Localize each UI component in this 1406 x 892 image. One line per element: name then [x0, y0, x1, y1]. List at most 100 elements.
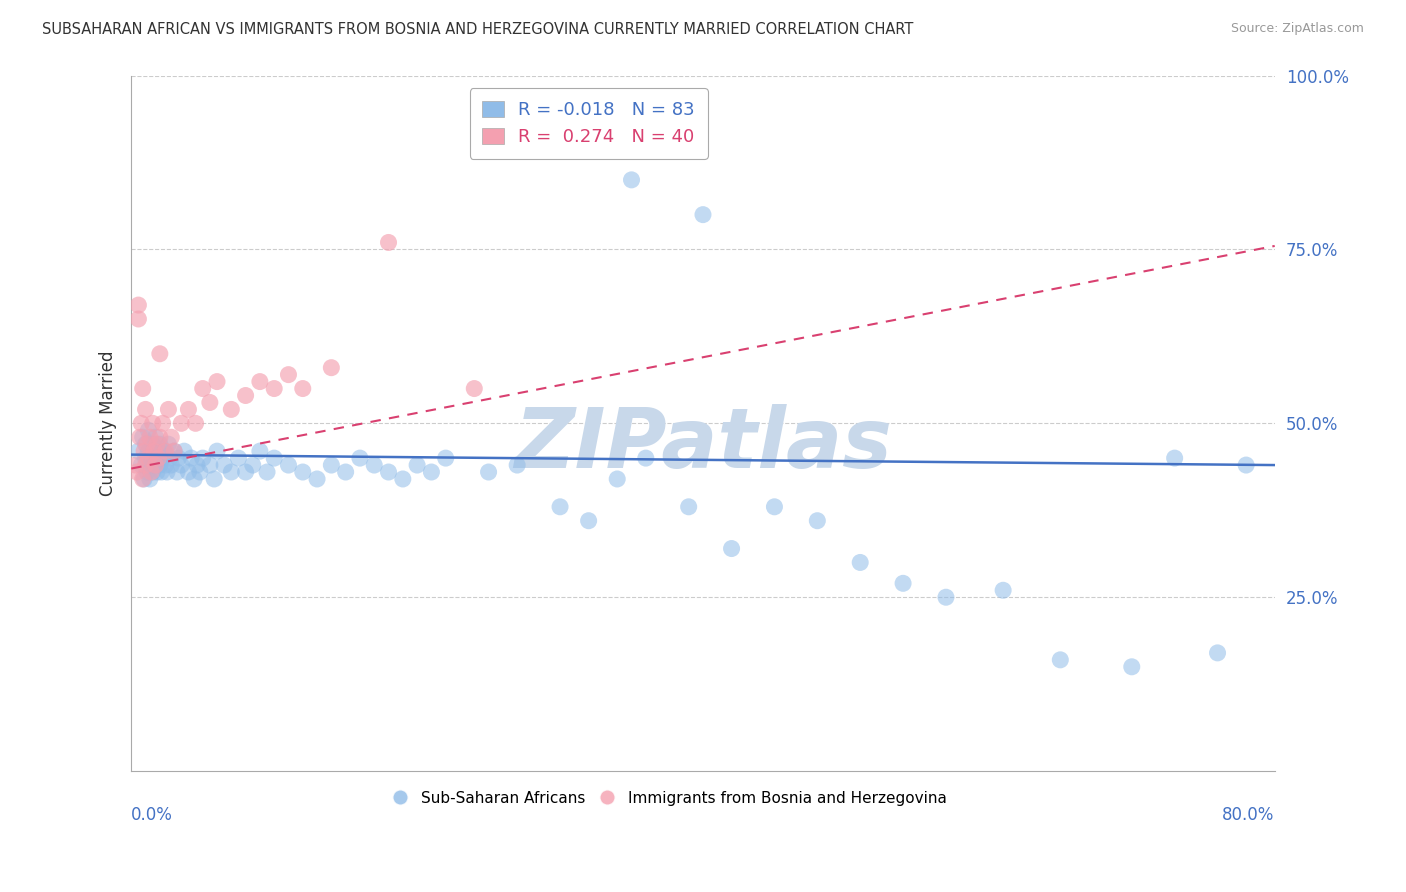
Point: [191, 382, 214, 396]
Point: [131, 382, 153, 396]
Point: [149, 458, 172, 472]
Point: [548, 500, 571, 514]
Point: [166, 465, 188, 479]
Point: [135, 437, 157, 451]
Point: [606, 472, 628, 486]
Point: [256, 465, 278, 479]
Point: [148, 444, 170, 458]
Point: [205, 375, 228, 389]
Point: [249, 444, 271, 458]
Point: [692, 208, 714, 222]
Point: [138, 451, 160, 466]
Point: [142, 417, 165, 431]
Point: [157, 437, 180, 451]
Point: [277, 368, 299, 382]
Point: [146, 437, 169, 451]
Point: [349, 451, 371, 466]
Point: [634, 451, 657, 466]
Point: [145, 458, 167, 472]
Point: [891, 576, 914, 591]
Point: [183, 472, 205, 486]
Point: [159, 451, 181, 466]
Point: [198, 395, 221, 409]
Point: [170, 417, 193, 431]
Point: [163, 444, 186, 458]
Point: [620, 173, 643, 187]
Point: [377, 235, 399, 250]
Point: [143, 444, 166, 458]
Point: [720, 541, 742, 556]
Point: [242, 458, 264, 472]
Point: [1163, 451, 1185, 466]
Point: [149, 437, 172, 451]
Point: [135, 458, 157, 472]
Point: [139, 458, 162, 472]
Point: [763, 500, 786, 514]
Point: [806, 514, 828, 528]
Point: [150, 465, 173, 479]
Point: [477, 465, 499, 479]
Point: [141, 451, 163, 466]
Point: [145, 430, 167, 444]
Point: [132, 444, 155, 458]
Point: [406, 458, 429, 472]
Point: [149, 430, 172, 444]
Point: [143, 458, 166, 472]
Point: [135, 402, 157, 417]
Point: [578, 514, 600, 528]
Y-axis label: Currently Married: Currently Married: [100, 351, 117, 496]
Point: [177, 402, 200, 417]
Point: [127, 444, 149, 458]
Point: [132, 472, 155, 486]
Point: [128, 430, 150, 444]
Point: [173, 444, 195, 458]
Point: [152, 417, 174, 431]
Point: [125, 465, 148, 479]
Point: [198, 458, 221, 472]
Point: [221, 402, 243, 417]
Point: [146, 451, 169, 466]
Point: [163, 444, 186, 458]
Point: [155, 444, 177, 458]
Point: [177, 465, 200, 479]
Point: [129, 417, 152, 431]
Point: [136, 465, 159, 479]
Text: Source: ZipAtlas.com: Source: ZipAtlas.com: [1230, 22, 1364, 36]
Point: [170, 458, 193, 472]
Point: [212, 458, 235, 472]
Point: [678, 500, 700, 514]
Point: [202, 472, 225, 486]
Point: [129, 458, 152, 472]
Point: [135, 451, 157, 466]
Point: [205, 444, 228, 458]
Point: [335, 465, 357, 479]
Point: [321, 360, 343, 375]
Point: [291, 382, 314, 396]
Point: [131, 472, 153, 486]
Text: 80.0%: 80.0%: [1222, 805, 1275, 824]
Point: [160, 458, 183, 472]
Point: [152, 451, 174, 466]
Point: [156, 465, 179, 479]
Point: [1121, 660, 1143, 674]
Point: [935, 591, 957, 605]
Point: [235, 465, 257, 479]
Point: [184, 417, 207, 431]
Point: [131, 430, 153, 444]
Point: [263, 382, 285, 396]
Point: [991, 583, 1014, 598]
Point: [321, 458, 343, 472]
Point: [167, 451, 190, 466]
Point: [139, 430, 162, 444]
Point: [228, 451, 250, 466]
Point: [180, 451, 202, 466]
Point: [149, 347, 172, 361]
Point: [124, 458, 146, 472]
Point: [434, 451, 457, 466]
Point: [463, 382, 485, 396]
Point: [363, 458, 385, 472]
Point: [138, 423, 160, 437]
Point: [291, 465, 314, 479]
Point: [221, 465, 243, 479]
Point: [142, 437, 165, 451]
